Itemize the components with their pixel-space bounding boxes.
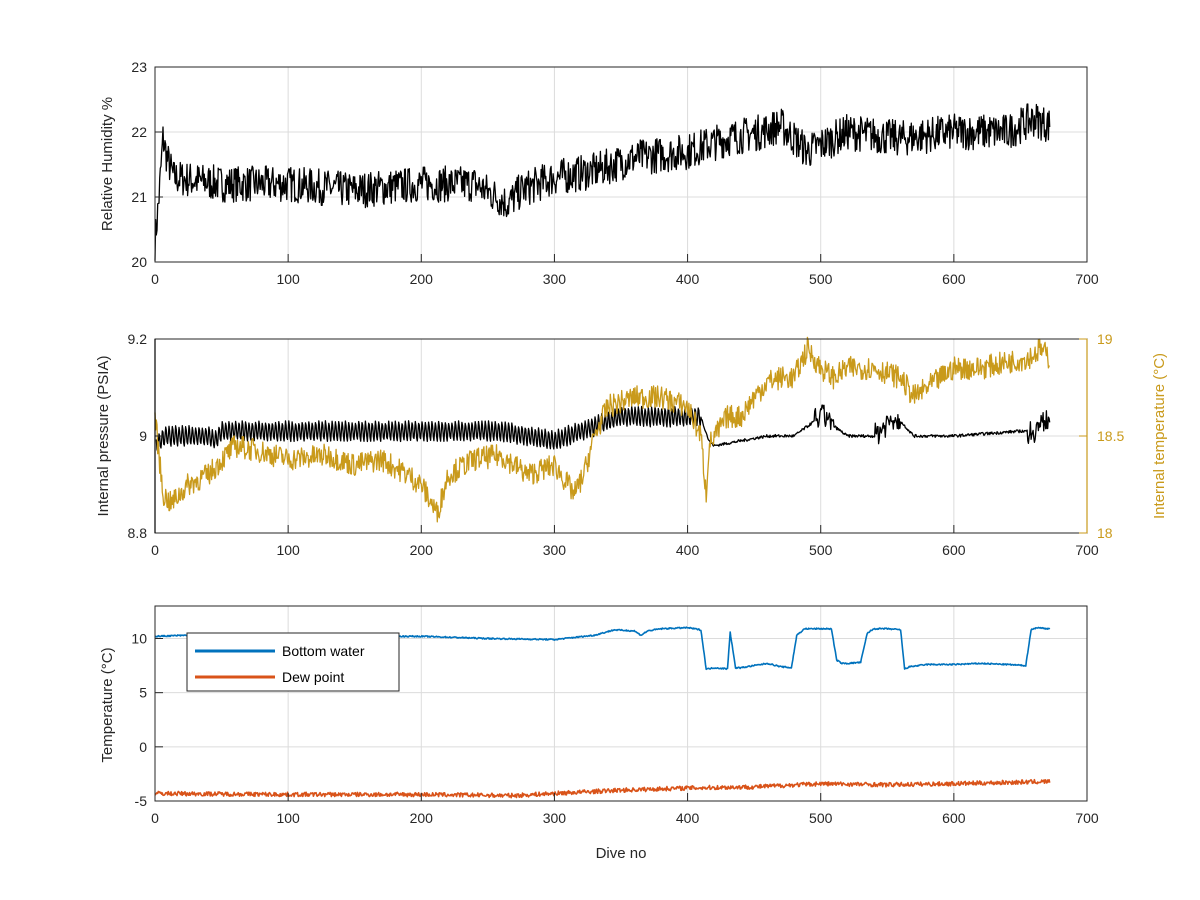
y-tick-label: 9.2 [128, 331, 148, 347]
panel2-ylabel: Internal pressure (PSIA) [95, 356, 112, 517]
x-tick-label: 200 [410, 810, 434, 826]
x-tick-label: 500 [809, 810, 833, 826]
legend-label: Bottom water [282, 643, 365, 659]
panel1-ylabel: Relative Humidity % [99, 97, 116, 231]
x-tick-label: 0 [151, 271, 159, 287]
y2-tick-label: 18.5 [1097, 428, 1124, 444]
y-tick-label: 23 [131, 59, 147, 75]
panel3-xlabel: Dive no [596, 845, 647, 862]
x-tick-label: 400 [676, 271, 700, 287]
series-line-0 [155, 404, 1051, 453]
y-tick-label: 9 [139, 428, 147, 444]
pressure-temperature-panel: Internal pressure (PSIA) Internal temper… [95, 331, 1168, 558]
panel3-ylabel: Temperature (°C) [99, 647, 116, 762]
legend: Bottom water Dew point [186, 632, 400, 692]
series-line-0 [154, 103, 1051, 261]
panel2-y2label: Internal temperature (°C) [1151, 353, 1168, 519]
y-tick-label: 10 [131, 631, 147, 647]
x-tick-label: 100 [276, 542, 300, 558]
x-tick-label: 400 [676, 810, 700, 826]
x-tick-label: 500 [809, 271, 833, 287]
y-tick-label: 21 [131, 189, 147, 205]
y-tick-label: 8.8 [128, 525, 148, 541]
x-tick-label: 300 [543, 271, 567, 287]
temperature-panel: Temperature (°C) Dive no 0 100 200 300 400 50… [99, 605, 1099, 862]
y-tick-label: 0 [139, 739, 147, 755]
series-line-1 [154, 336, 1050, 523]
x-tick-label: 700 [1075, 810, 1099, 826]
y2-tick-label: 18 [1097, 525, 1113, 541]
y-tick-label: 20 [131, 254, 147, 270]
y2-tick-label: 19 [1097, 331, 1113, 347]
x-tick-label: 600 [942, 542, 966, 558]
humidity-panel: Relative Humidity % 0 100 200 300 400 500 600 7… [99, 59, 1099, 287]
x-tick-label: 200 [410, 542, 434, 558]
y-tick-label: -5 [135, 793, 148, 809]
x-tick-label: 700 [1075, 542, 1099, 558]
x-tick-label: 400 [676, 542, 700, 558]
x-tick-label: 600 [942, 271, 966, 287]
axes-box [154, 605, 1088, 802]
legend-label: Dew point [282, 669, 344, 685]
x-tick-label: 100 [276, 271, 300, 287]
x-tick-label: 500 [809, 542, 833, 558]
x-tick-label: 600 [942, 810, 966, 826]
x-tick-label: 300 [543, 542, 567, 558]
series-line-1 [154, 778, 1051, 799]
x-tick-label: 100 [276, 810, 300, 826]
legend-box [186, 632, 400, 692]
x-tick-label: 300 [543, 810, 567, 826]
x-tick-label: 700 [1075, 271, 1099, 287]
axes-box [154, 66, 1088, 263]
y-tick-label: 5 [139, 685, 147, 701]
x-tick-label: 0 [151, 810, 159, 826]
x-tick-label: 200 [410, 271, 434, 287]
y-tick-label: 22 [131, 124, 147, 140]
x-tick-label: 0 [151, 542, 159, 558]
